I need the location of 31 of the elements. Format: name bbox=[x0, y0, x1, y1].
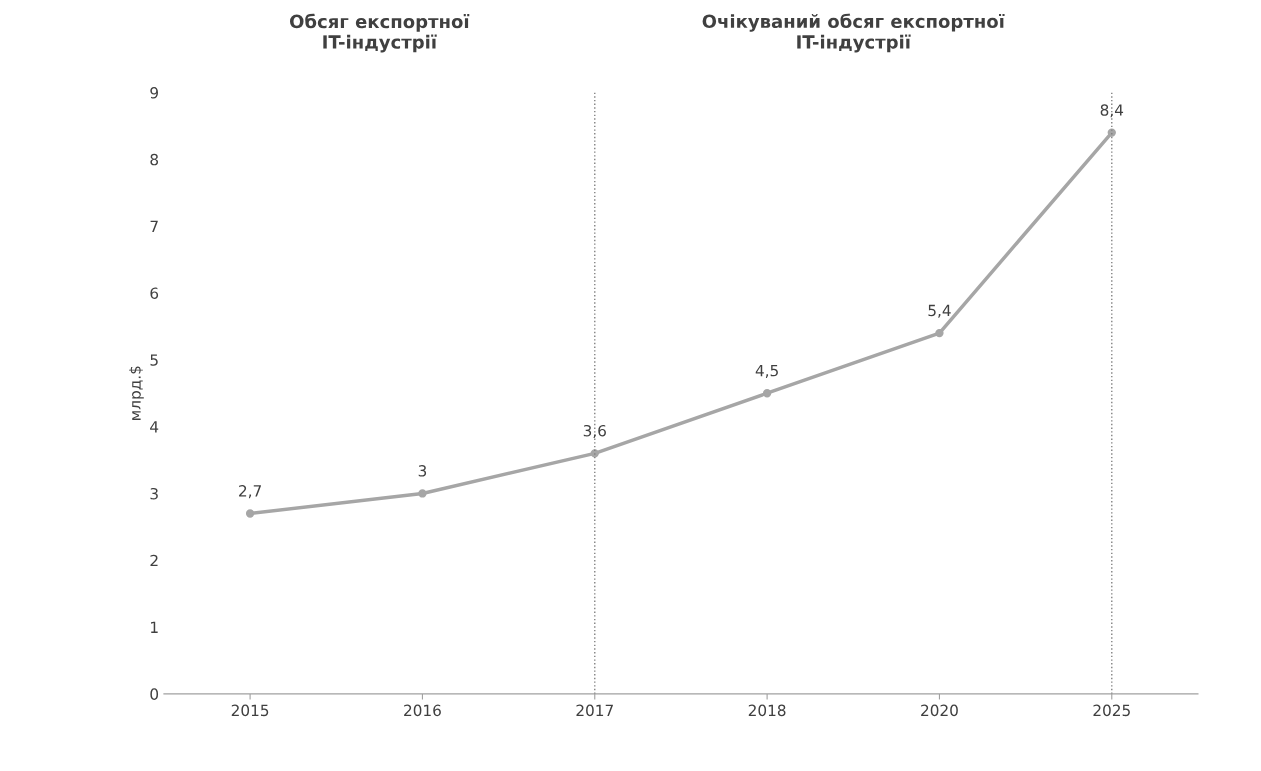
y-tick-label: 3 bbox=[150, 487, 158, 500]
data-label: 3 bbox=[418, 465, 427, 477]
x-tick-label: 2016 bbox=[404, 704, 441, 717]
point bbox=[590, 449, 599, 458]
y-axis-title: млрд.$ bbox=[129, 366, 144, 420]
data-label: 2,7 bbox=[239, 485, 261, 499]
x-tick-label: 2018 bbox=[748, 704, 786, 717]
data-label: 3,6 bbox=[583, 424, 606, 439]
point bbox=[245, 509, 255, 518]
text: Обсяг експортної IT-індустрії bbox=[289, 13, 470, 53]
x-tick-label: 2025 bbox=[1093, 704, 1130, 717]
x-tick-label: 2015 bbox=[231, 704, 269, 717]
y-tick-label: 6 bbox=[150, 287, 159, 299]
data-label: 8,4 bbox=[1100, 104, 1124, 118]
x-tick-label: 2017 bbox=[576, 704, 613, 717]
x-tick-label: 2020 bbox=[921, 704, 958, 717]
data-label: 4,5 bbox=[755, 365, 778, 378]
text: Очікуваний обсяг експортної IT-індустрії bbox=[702, 13, 1005, 53]
point bbox=[935, 328, 944, 338]
data-label: 5,4 bbox=[928, 304, 951, 318]
y-tick-label: 1 bbox=[151, 621, 158, 633]
point bbox=[418, 489, 427, 498]
y-tick-label: 4 bbox=[150, 421, 159, 433]
y-tick-label: 7 bbox=[150, 220, 158, 232]
y-tick-label: 0 bbox=[150, 688, 159, 700]
y-tick-label: 5 bbox=[150, 354, 158, 366]
y-tick-label: 9 bbox=[150, 86, 158, 99]
y-tick-label: 8 bbox=[150, 153, 159, 166]
point bbox=[1107, 128, 1116, 137]
y-tick-label: 2 bbox=[150, 554, 158, 567]
point bbox=[762, 389, 772, 398]
